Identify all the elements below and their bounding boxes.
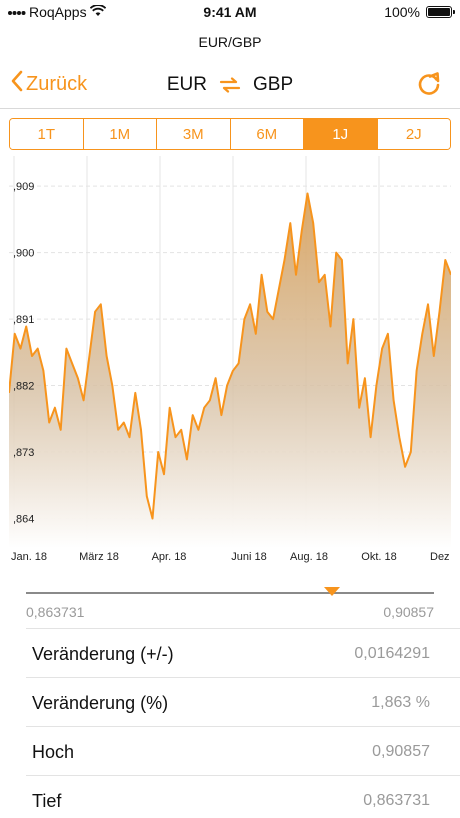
x-tick-label: Jan. 18 [10, 551, 48, 563]
back-button[interactable]: Zurück [10, 70, 87, 98]
stat-value: 0,90857 [372, 743, 430, 760]
nav-subtitle: EUR/GBP [198, 34, 262, 50]
x-tick-label: Okt. 18 [361, 551, 397, 563]
slider-thumb[interactable] [324, 587, 340, 596]
chart-area [9, 193, 451, 548]
range-max: 0,90857 [383, 604, 434, 620]
stat-row: Hoch 0,90857 [26, 726, 460, 775]
chevron-left-icon [10, 70, 24, 98]
back-label: Zurück [26, 72, 88, 95]
stat-label: Hoch [32, 742, 75, 762]
x-tick-label: Dez [430, 551, 450, 563]
x-tick-label: März 18 [79, 551, 119, 563]
segment-1j[interactable]: 1J [304, 119, 378, 149]
segment-1m[interactable]: 1M [83, 119, 157, 149]
refresh-icon [416, 72, 442, 102]
nav-bar: Zurück EUR GBP [0, 62, 460, 108]
stat-label: Veränderung (%) [32, 693, 169, 713]
stat-row: Tief 0,863731 [26, 775, 460, 818]
slider-track [26, 592, 434, 594]
segment-2j[interactable]: 2J [377, 119, 450, 149]
signal-dots-icon [8, 4, 26, 20]
nav-divider [0, 108, 460, 109]
refresh-button[interactable] [416, 70, 442, 103]
segment-6m[interactable]: 6M [230, 119, 304, 149]
status-bar: RoqApps 9:41 AM 100% [0, 0, 460, 26]
stat-value: 0,0164291 [354, 645, 430, 662]
stat-row: Veränderung (%) 1,863 % [26, 677, 460, 726]
chart-svg: ,909 ,900 ,891 ,882 ,873 ,864 [9, 156, 451, 548]
status-time: 9:41 AM [203, 4, 257, 20]
rate-chart[interactable]: ,909 ,900 ,891 ,882 ,873 ,864 [9, 156, 451, 548]
range-min: 0,863731 [26, 604, 85, 620]
segment-1t[interactable]: 1T [10, 119, 84, 149]
segment-3m[interactable]: 3M [157, 119, 231, 149]
battery-area: 100% [384, 4, 455, 20]
to-currency[interactable]: GBP [253, 74, 294, 95]
stat-label: Tief [32, 791, 62, 811]
from-currency[interactable]: EUR [166, 74, 207, 95]
stat-value: 0,863731 [363, 792, 430, 809]
stat-row: Veränderung (+/-) 0,0164291 [26, 628, 460, 677]
currency-pair: EUR GBP [0, 74, 460, 96]
x-axis: Jan. 18 März 18 Apr. 18 Juni 18 Aug. 18 Okt. … [9, 548, 460, 570]
battery-icon [426, 6, 455, 18]
x-tick-label: Juni 18 [231, 551, 267, 563]
x-tick-label: Aug. 18 [290, 551, 328, 563]
y-tick-label: ,909 [13, 181, 34, 193]
carrier-label: RoqApps [29, 4, 87, 20]
range-slider[interactable] [26, 584, 434, 602]
y-tick-label: ,873 [13, 447, 34, 459]
stat-value: 1,863 % [371, 694, 430, 711]
battery-percent: 100% [384, 4, 420, 20]
x-tick-label: Apr. 18 [151, 551, 187, 563]
y-tick-label: ,891 [13, 314, 34, 326]
swap-arrows-icon[interactable] [219, 77, 241, 93]
y-tick-label: ,900 [13, 248, 34, 260]
range-segmented-control: 1T 1M 3M 6M 1J 2J [9, 118, 451, 150]
stats-list: Veränderung (+/-) 0,0164291 Veränderung (%… [0, 628, 460, 818]
wifi-icon [89, 4, 106, 20]
y-tick-label: ,864 [13, 513, 34, 525]
chart-line [9, 192, 451, 520]
carrier-area: RoqApps [8, 4, 106, 20]
y-tick-label: ,882 [13, 381, 34, 393]
stat-label: Veränderung (+/-) [32, 644, 174, 664]
